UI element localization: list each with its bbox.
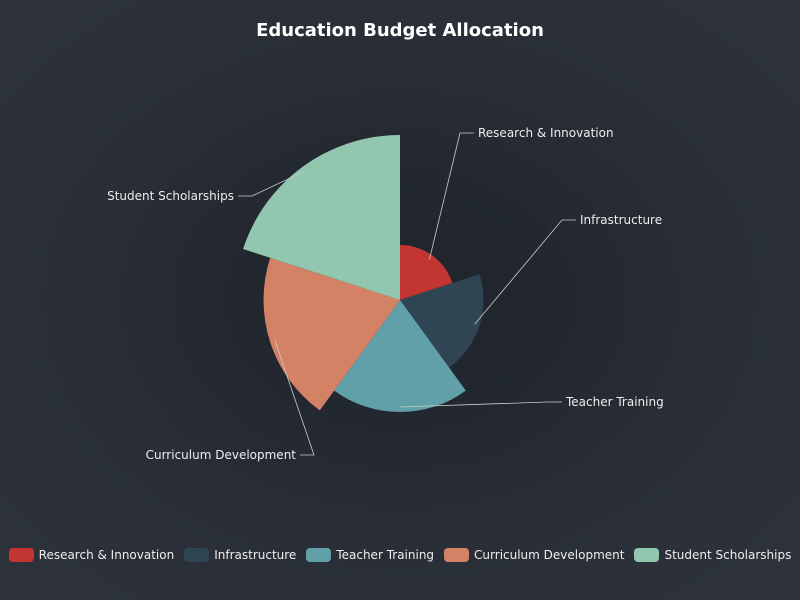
legend-item-research-innovation[interactable]: Research & Innovation bbox=[8, 548, 175, 562]
leader-line-infrastructure bbox=[474, 219, 576, 325]
chart-title: Education Budget Allocation bbox=[256, 20, 544, 41]
leader-line-student-scholarships bbox=[238, 170, 307, 197]
legend-item-teacher-training[interactable]: Teacher Training bbox=[306, 548, 434, 562]
legend: Research & Innovation Infrastructure Teach… bbox=[0, 548, 800, 562]
legend-swatch bbox=[634, 548, 660, 562]
rose-slice-infrastructure[interactable] bbox=[400, 274, 484, 368]
legend-item-curriculum-development[interactable]: Curriculum Development bbox=[444, 548, 624, 562]
legend-label: Student Scholarships bbox=[664, 548, 792, 562]
slice-label-teacher-training: Teacher Training bbox=[565, 395, 664, 409]
rose-slice-student-scholarships[interactable] bbox=[243, 135, 400, 300]
legend-item-infrastructure[interactable]: Infrastructure bbox=[184, 548, 296, 562]
legend-label: Research & Innovation bbox=[38, 548, 175, 562]
legend-label: Curriculum Development bbox=[474, 548, 625, 562]
legend-swatch bbox=[8, 548, 34, 562]
slice-label-research-innovation: Research & Innovation bbox=[478, 126, 614, 140]
slice-label-student-scholarships: Student Scholarships bbox=[107, 189, 234, 203]
legend-item-student-scholarships[interactable]: Student Scholarships bbox=[634, 548, 791, 562]
legend-label: Teacher Training bbox=[336, 548, 435, 562]
leader-line-research-innovation bbox=[429, 132, 474, 260]
rose-slice-teacher-training[interactable] bbox=[334, 300, 466, 413]
slice-label-curriculum-development: Curriculum Development bbox=[146, 448, 297, 462]
legend-swatch bbox=[306, 548, 332, 562]
rose-slice-curriculum-development[interactable] bbox=[263, 257, 400, 411]
leader-line-curriculum-development bbox=[274, 340, 315, 456]
legend-swatch bbox=[444, 548, 470, 562]
legend-label: Infrastructure bbox=[214, 548, 297, 562]
rose-slice-research-innovation[interactable] bbox=[400, 245, 453, 300]
legend-swatch bbox=[184, 548, 210, 562]
leader-line-teacher-training bbox=[399, 401, 562, 408]
slice-label-infrastructure: Infrastructure bbox=[580, 213, 662, 227]
